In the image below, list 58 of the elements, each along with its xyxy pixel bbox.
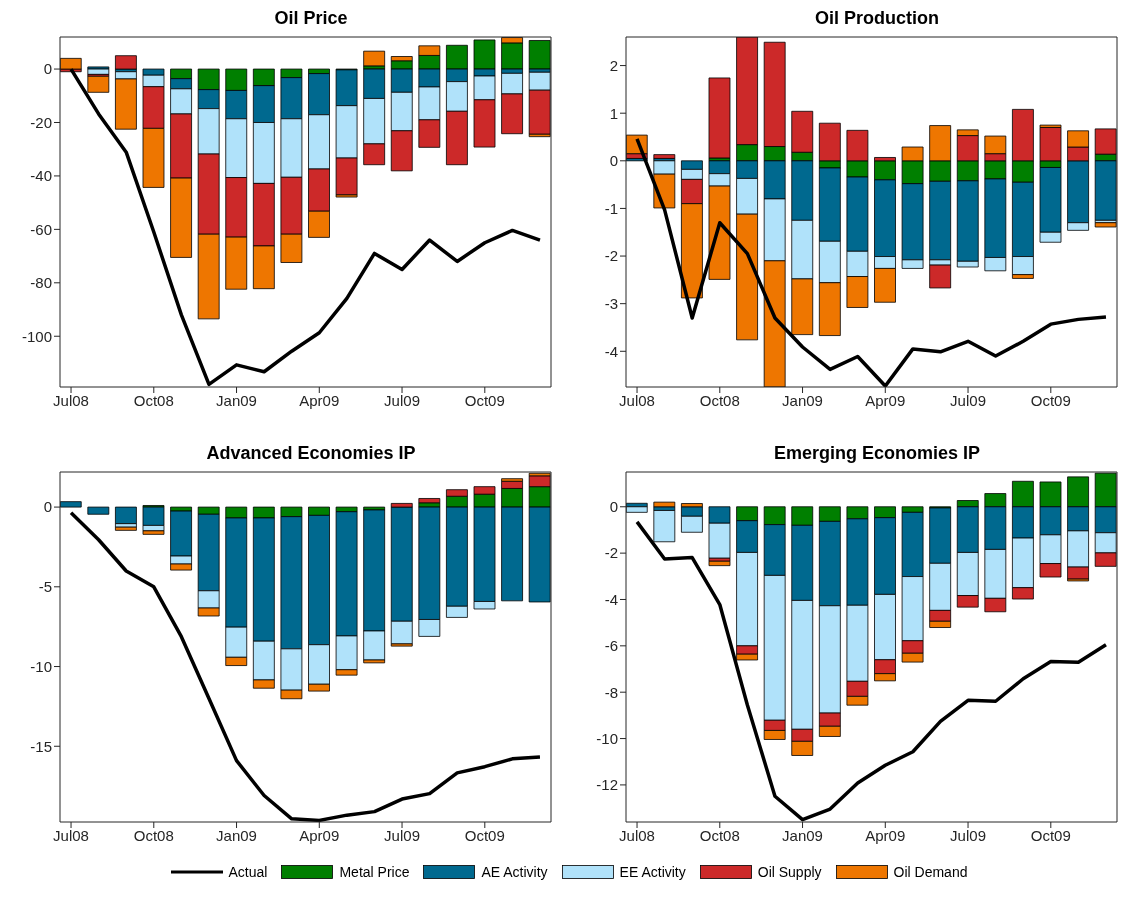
legend-label: EE Activity <box>619 864 686 880</box>
legend-label: Oil Supply <box>757 864 822 880</box>
legend-label: AE Activity <box>481 864 548 880</box>
y-tick-label: -40 <box>30 167 52 185</box>
y-tick-label: -2 <box>604 544 618 562</box>
chart-title: Oil Production <box>814 8 940 30</box>
x-tick-label: Apr09 <box>299 391 340 409</box>
x-tick-label: Jan09 <box>216 391 257 409</box>
y-tick-label: -80 <box>30 274 52 292</box>
y-tick-label: 1 <box>609 104 618 122</box>
x-tick-label: Oct08 <box>133 391 174 409</box>
y-tick-label: -12 <box>596 776 618 794</box>
x-tick-label: Oct08 <box>699 391 740 409</box>
x-tick-label: Oct09 <box>464 391 505 409</box>
x-tick-label: Oct09 <box>464 826 505 844</box>
y-tick-label: -10 <box>596 729 618 747</box>
y-tick-label: -1 <box>604 199 618 217</box>
y-tick-label: -60 <box>30 220 52 238</box>
x-tick-label: Apr09 <box>865 826 906 844</box>
x-tick-label: Jan09 <box>782 826 823 844</box>
y-tick-label: -4 <box>604 342 618 360</box>
x-tick-label: Oct08 <box>133 826 174 844</box>
chart-title: Emerging Economies IP <box>772 443 982 465</box>
x-tick-label: Oct08 <box>699 826 740 844</box>
x-tick-label: Jan09 <box>782 391 823 409</box>
y-tick-label: -8 <box>604 683 618 701</box>
y-tick-label: -20 <box>30 113 52 131</box>
x-tick-label: Jul09 <box>384 826 420 844</box>
y-tick-label: 0 <box>609 152 618 170</box>
legend-label: Oil Demand <box>893 864 968 880</box>
x-tick-label: Jul08 <box>53 826 89 844</box>
y-tick-label: -3 <box>604 294 618 312</box>
y-tick-label: -5 <box>38 578 52 596</box>
x-tick-label: Oct09 <box>1030 391 1071 409</box>
x-tick-label: Jul08 <box>53 391 89 409</box>
y-tick-label: -4 <box>604 590 618 608</box>
y-tick-label: 0 <box>43 60 52 78</box>
x-tick-label: Jul08 <box>619 391 655 409</box>
y-tick-label: 0 <box>609 498 618 516</box>
y-tick-label: -6 <box>604 637 618 655</box>
y-tick-label: -15 <box>30 737 52 755</box>
x-tick-label: Jul08 <box>619 826 655 844</box>
x-tick-label: Apr09 <box>299 826 340 844</box>
legend-label: Metal Price <box>339 864 410 880</box>
x-tick-label: Jan09 <box>216 826 257 844</box>
chart-title: Oil Price <box>273 8 349 30</box>
x-tick-label: Oct09 <box>1030 826 1071 844</box>
chart-title: Advanced Economies IP <box>205 443 417 465</box>
x-tick-label: Apr09 <box>865 391 906 409</box>
legend-label: Actual <box>228 864 268 880</box>
y-tick-label: -100 <box>21 327 52 345</box>
y-tick-label: -10 <box>30 657 52 675</box>
y-tick-label: 0 <box>43 498 52 516</box>
y-tick-label: -2 <box>604 247 618 265</box>
y-tick-label: 2 <box>609 56 618 74</box>
x-tick-label: Jul09 <box>950 826 986 844</box>
x-tick-label: Jul09 <box>950 391 986 409</box>
x-tick-label: Jul09 <box>384 391 420 409</box>
